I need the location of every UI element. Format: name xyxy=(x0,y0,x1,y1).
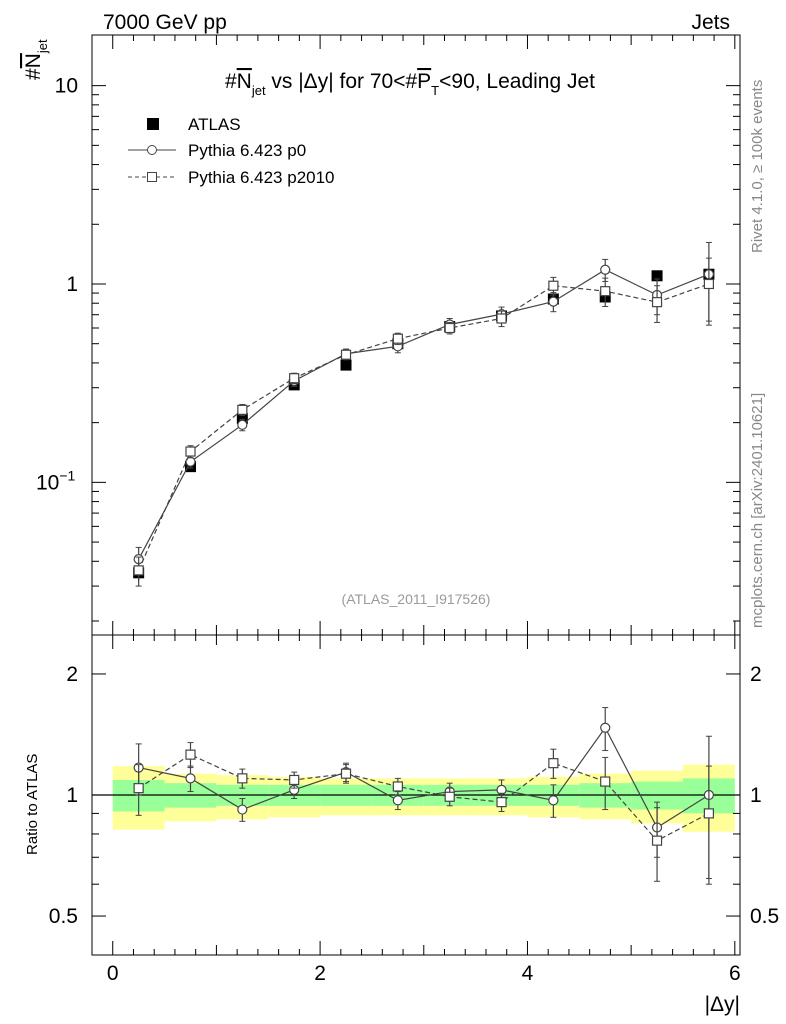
ratio-point-p0 xyxy=(237,804,248,815)
point-p0 xyxy=(237,419,248,430)
main-y-axis-label: #Njet xyxy=(22,39,50,80)
point-p2010 xyxy=(600,286,611,297)
main-data-layer xyxy=(133,241,715,587)
ratio-point-p0 xyxy=(185,773,196,784)
point-p2010 xyxy=(237,404,248,415)
ratio-y-tick-label-right: 0.5 xyxy=(750,905,779,928)
ratio-axis-ticks: 2 2 1 1 0.5 0.5 0 2 4 6 xyxy=(49,635,779,985)
point-atlas xyxy=(340,359,352,371)
legend-marker-p2010 xyxy=(147,172,157,182)
ratio-point-p0 xyxy=(548,795,559,806)
main-y-tick-label: 10 xyxy=(55,75,78,98)
ratio-point-p2010 xyxy=(651,835,663,846)
point-p2010 xyxy=(392,333,403,344)
mcplots-label: mcplots.cern.ch [arXiv:2401.10621] xyxy=(749,393,766,628)
series-line-p2010 xyxy=(138,283,710,571)
point-p2010 xyxy=(703,278,714,290)
ratio-series-line-p0 xyxy=(138,726,710,829)
x-tick-label: 6 xyxy=(729,962,741,985)
point-p2010 xyxy=(133,565,144,576)
ratio-y-tick-label-right: 2 xyxy=(750,663,762,686)
ratio-frame xyxy=(91,634,741,956)
ratio-point-p2010 xyxy=(548,758,559,769)
legend: ATLAS Pythia 6.423 p0 Pythia 6.423 p2010 xyxy=(128,115,335,187)
point-p2010 xyxy=(185,446,196,457)
point-p2010 xyxy=(444,322,455,334)
main-y-tick-label: 10−1 xyxy=(36,467,76,494)
legend-marker-atlas xyxy=(147,118,159,130)
main-y-tick-label-exponent: −1 xyxy=(59,467,75,483)
ratio-point-p2010 xyxy=(392,781,403,792)
ratio-point-p2010 xyxy=(237,773,248,784)
series-line-p0 xyxy=(138,269,710,560)
header-left: 7000 GeV pp xyxy=(103,11,227,34)
analysis-watermark: (ATLAS_2011_I917526) xyxy=(342,591,491,607)
ratio-y-tick-label-left: 2 xyxy=(66,663,78,686)
point-atlas xyxy=(236,412,248,424)
legend-marker-p0 xyxy=(147,145,157,155)
ratio-series-line-p2010 xyxy=(138,753,710,842)
x-axis-label: |Δy| xyxy=(705,993,740,1016)
legend-label-p0: Pythia 6.423 p0 xyxy=(188,141,306,160)
ratio-point-p2010 xyxy=(185,749,196,760)
legend-label-p2010: Pythia 6.423 p2010 xyxy=(188,168,335,187)
main-y-tick-label: 1 xyxy=(66,273,78,296)
point-p2010 xyxy=(651,297,663,308)
x-tick-label: 4 xyxy=(522,962,534,985)
ratio-y-axis-label: Ratio to ATLAS xyxy=(24,754,41,855)
ratio-point-p2010 xyxy=(340,768,352,779)
ratio-y-tick-label-right: 1 xyxy=(750,784,762,807)
point-p2010 xyxy=(340,349,352,360)
ratio-point-p2010 xyxy=(600,776,611,787)
ratio-point-p2010 xyxy=(133,783,144,794)
ratio-point-p2010 xyxy=(444,791,455,802)
main-y-tick-label-base: 10 xyxy=(36,471,59,494)
x-tick-label: 2 xyxy=(314,962,326,985)
ratio-y-tick-label-left: 0.5 xyxy=(49,905,78,928)
point-p2010 xyxy=(548,280,559,291)
ratio-point-p0 xyxy=(392,795,403,806)
point-p2010 xyxy=(496,313,507,324)
ratio-data-layer xyxy=(133,707,714,885)
point-p0 xyxy=(600,264,611,275)
point-p0 xyxy=(548,296,559,307)
x-tick-label: 0 xyxy=(107,962,119,985)
point-p2010 xyxy=(289,373,300,384)
point-atlas xyxy=(651,270,663,282)
main-title: #Njet vs |Δy| for 70<#PT<90, Leading Jet xyxy=(225,70,595,98)
ratio-y-tick-label-left: 1 xyxy=(66,784,78,807)
ratio-point-p0 xyxy=(600,722,611,733)
legend-label-atlas: ATLAS xyxy=(188,115,241,134)
ratio-point-p2010 xyxy=(703,808,714,819)
rivet-version-label: Rivet 4.1.0, ≥ 100k events xyxy=(749,80,766,253)
ratio-point-p2010 xyxy=(496,797,507,808)
ratio-point-p2010 xyxy=(289,774,300,786)
header-right: Jets xyxy=(691,11,730,34)
